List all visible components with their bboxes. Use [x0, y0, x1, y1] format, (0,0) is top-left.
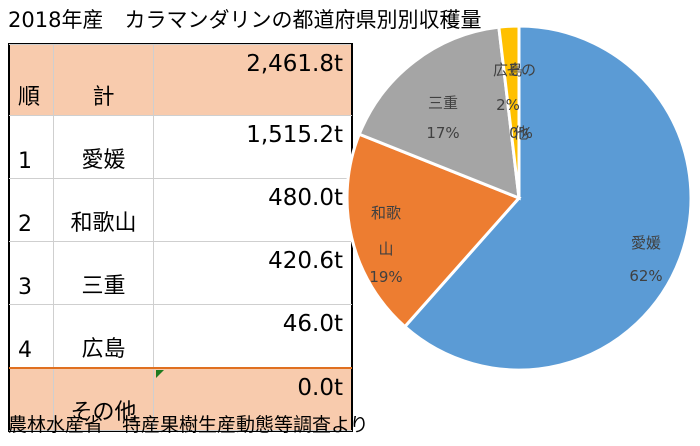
pie-label-name: 三重 [428, 94, 458, 112]
row-value: 46.0t [153, 304, 352, 369]
table-row-other: その他 0.0t [9, 367, 352, 431]
row-rank: 2 [9, 178, 54, 242]
ranking-table: 順 計 2,461.8t 1 愛媛 1,515.2t 2 和歌山 480.0t … [8, 43, 353, 432]
pie-label-name: 他 [513, 124, 528, 142]
pie-label-name: 愛媛 [631, 234, 661, 252]
pie-label-percent: 62% [629, 267, 662, 285]
table-row: 4 広島 46.0t [9, 304, 352, 369]
pie-label-name: 広島 [493, 61, 523, 79]
pie-label-name: その [506, 61, 536, 79]
row-rank: 3 [9, 241, 54, 305]
pie-label-name: 和歌 [371, 204, 401, 222]
row-prefecture: 三重 [53, 241, 154, 305]
pie-label-percent: 0% [509, 124, 533, 142]
error-indicator-icon [156, 370, 164, 378]
row-value: 480.0t [153, 178, 352, 242]
row-prefecture: 広島 [53, 304, 154, 369]
row-value: 420.6t [153, 241, 352, 305]
pie-label-percent: 17% [426, 124, 459, 142]
pie-slice-3 [357, 25, 521, 201]
other-value-text: 0.0t [297, 375, 343, 401]
other-rank [9, 367, 54, 431]
table-row: 3 三重 420.6t [9, 241, 352, 305]
source-note: 農林水産省 特産果樹生産動態等調査より [8, 414, 369, 436]
table-row: 2 和歌山 480.0t [9, 178, 352, 242]
pie-label-percent: 2% [496, 96, 520, 114]
header-rank: 順 [9, 44, 54, 116]
row-rank: 4 [9, 304, 54, 369]
row-prefecture: 和歌山 [53, 178, 154, 242]
pie-slices [345, 24, 693, 372]
pie-slice-1 [402, 24, 693, 372]
pie-label-percent: 19% [369, 268, 402, 286]
chart-title: 2018年産 カラマンダリンの都道府県別別収穫量 [8, 8, 482, 32]
header-total-label: 計 [53, 44, 154, 116]
header-total-value: 2,461.8t [153, 44, 352, 116]
table-header-row: 順 計 2,461.8t [9, 44, 352, 116]
other-label: その他 [53, 367, 154, 431]
table-row: 1 愛媛 1,515.2t [9, 115, 352, 179]
row-rank: 1 [9, 115, 54, 179]
pie-label-name: 山 [378, 240, 393, 258]
other-value: 0.0t [153, 367, 352, 431]
row-value: 1,515.2t [153, 115, 352, 179]
